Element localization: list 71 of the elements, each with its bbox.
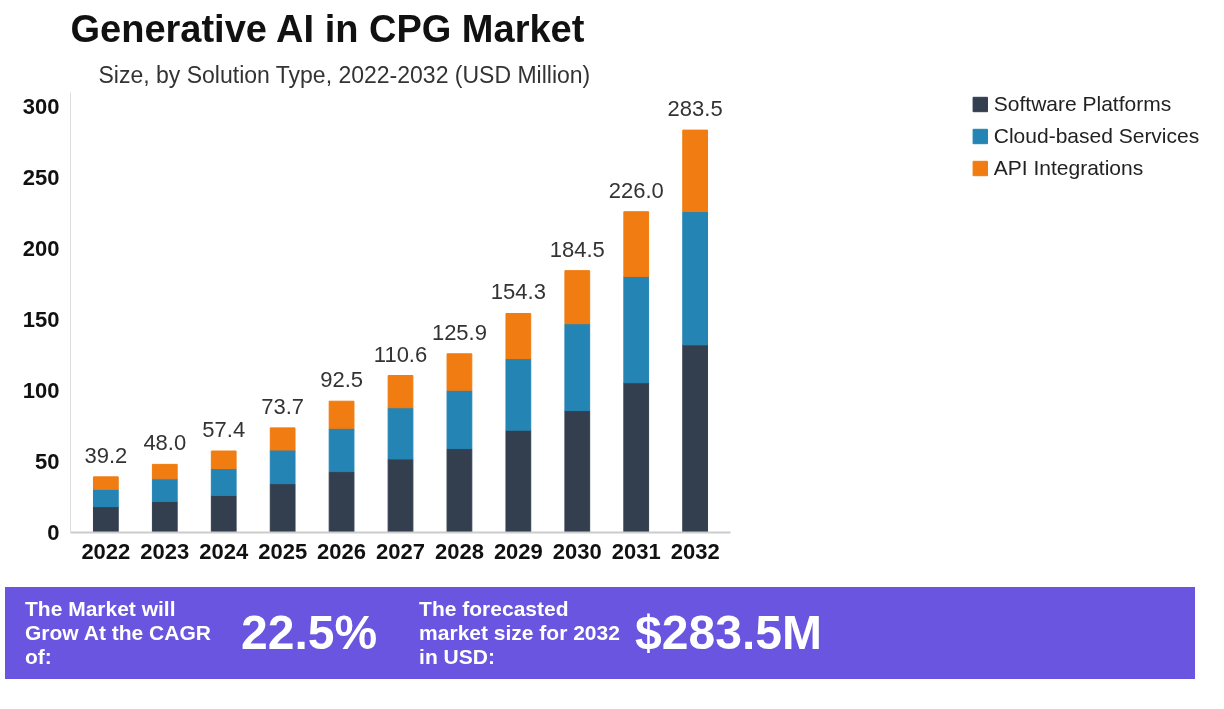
bar [151,501,178,533]
bar [623,275,650,384]
x-tick-label: 2022 [81,538,131,564]
bar [269,427,296,451]
total-label: 48.0 [143,430,187,456]
text: 22.5% [241,604,378,661]
y-tick-label: 150 [22,307,60,333]
x-tick-label: 2028 [434,538,484,564]
bar [505,312,532,360]
bar [446,389,473,450]
bar [328,427,355,473]
x-tick-label: 2026 [317,538,367,564]
text: The forecasted market size for 2032 in USD: [419,596,621,670]
bar [387,375,414,409]
y-tick-label: 300 [22,94,60,120]
y-tick-label: 200 [22,236,60,262]
bar [446,448,473,533]
total-label: 283.5 [667,96,723,122]
text: The Market will Grow At the CAGR of: [25,596,212,670]
bar [682,211,709,346]
total-label: 226.0 [608,177,664,203]
total-label: 73.7 [261,393,305,419]
total-label: 110.6 [373,341,428,367]
x-tick-label: 2030 [552,538,602,564]
bar [387,458,414,533]
x-tick-label: 2025 [258,538,308,564]
y-tick-label: 0 [47,520,60,545]
total-label: 154.3 [490,279,546,305]
bar [328,400,355,429]
bar [387,407,414,460]
total-label: 57.4 [202,417,246,443]
bar [682,129,709,213]
x-tick-label: 2024 [199,538,249,564]
total-label: 39.2 [84,442,128,468]
total-label: 125.9 [431,319,487,345]
bar [269,483,296,533]
text: $283.5M [635,604,822,661]
chart-subtitle: Size, by Solution Type, 2022-2032 (USD Million) [98,61,591,88]
bar [92,506,119,533]
total-label: 184.5 [549,236,605,262]
x-tick-label: 2031 [611,538,661,564]
x-tick-label: 2027 [376,538,425,564]
bar [269,449,296,485]
y-tick-label: 50 [35,449,60,475]
bar [505,358,532,431]
total-label: 92.5 [320,367,363,393]
bar [564,410,591,533]
chart-title: Generative AI in CPG Market [70,7,585,50]
bar [92,488,119,508]
bar [151,478,178,503]
x-tick-label: 2029 [493,538,543,564]
bar [623,211,650,277]
legend-label: API Integrations [993,156,1144,180]
x-tick-label: 2032 [670,538,720,564]
bar [210,450,237,470]
bar [682,344,709,533]
bar [623,382,650,533]
bar [151,463,178,480]
bar [564,323,591,412]
legend-label: Software Platforms [993,92,1172,116]
legend-label: Cloud-based Services [993,124,1200,148]
bar [92,476,119,490]
y-tick-label: 100 [22,378,60,404]
bar [210,494,237,533]
bar [505,429,532,533]
bar [446,353,473,391]
x-tick-label: 2023 [140,538,190,564]
bar [564,270,591,325]
bar [328,471,355,533]
y-tick-label: 250 [22,165,60,191]
bar [210,468,237,496]
